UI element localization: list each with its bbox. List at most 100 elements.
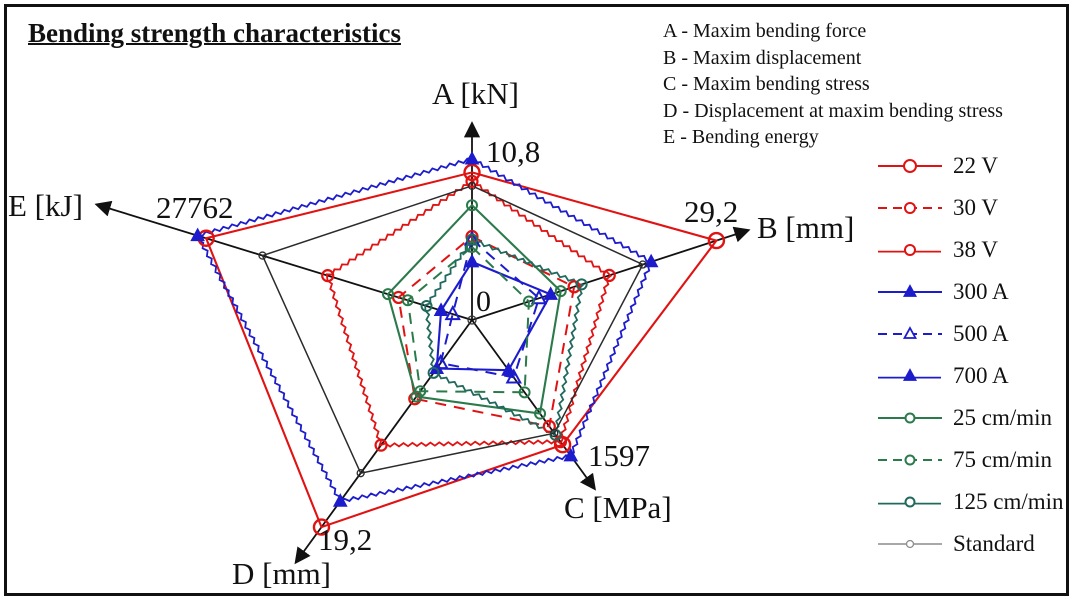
axis-line-e [94,200,473,321]
series-25-cm-min-marker [381,288,394,301]
parameter-line-b: B - Maxim displacement [663,46,862,69]
axis-label-a: A [kN] [432,76,519,111]
axis-max-b: 29,2 [684,194,739,229]
series-polygon-22-v [204,171,719,529]
axis-label-c: C [MPa] [564,490,672,525]
series-75-cm-min-marker [401,294,414,307]
legend-line-sample-standard [878,539,942,549]
series-standard-marker [356,469,365,478]
series-22-v-marker [463,163,481,182]
series-700-a-marker [190,227,205,242]
legend-label-22-v: 22 V [953,153,998,178]
series-polygon-75-cm-min [406,245,530,394]
series-22-v-marker [312,518,331,536]
legend-item-30-v: 30 V [876,187,998,229]
legend-item-22-v: 22 V [876,145,998,187]
series-25-cm-min-marker [466,199,478,212]
legend-line-sample-500-a [878,326,942,339]
parameter-legend: A - Maxim bending force B - Maxim displa… [663,18,1003,151]
legend-item-38-v: 38 V [876,229,998,271]
legend-label-standard: Standard [953,531,1035,556]
series-500-a-marker [505,368,522,384]
series-125-cm-min-marker [420,300,433,313]
legend-label-25-cm-min: 25 cm/min [953,405,1053,430]
series-30-v-marker [567,280,581,294]
legend-line-sample-25-cm-min [878,412,942,424]
legend-item-500-a: 500 A [876,313,1009,355]
legend-label-125-cm-min: 125 cm/min [953,489,1064,514]
legend-marker-22-v [903,159,917,173]
axis-max-d: 19,2 [318,522,373,557]
legend-label-38-v: 38 V [953,237,998,262]
series-125-cm-min-marker [575,278,588,291]
series-38-v-marker [374,438,388,452]
legend-line-sample-700-a [878,368,941,381]
chart-title: Bending strength characteristics [28,18,401,48]
series-polygon-25-cm-min [386,203,562,415]
legend-marker-standard [905,539,915,549]
legend-marker-25-cm-min [904,412,916,424]
parameter-line-d: D - Displacement at maxim bending stress [663,99,1003,122]
axis-max-a: 10,8 [486,134,541,169]
series-500-a-marker [530,289,548,305]
legend-line-sample-75-cm-min [878,454,942,466]
legend-line-sample-125-cm-min [878,496,941,508]
series-500-a-marker [444,304,461,321]
series-38-v-marker [602,268,616,282]
series-38-v-marker [321,269,335,283]
series-500-a-marker [432,354,449,370]
series-25-cm-min-marker [554,285,567,298]
legend-label-30-v: 30 V [953,195,998,220]
axis-label-e: E [kJ] [8,188,83,223]
series-22-v-marker [707,231,726,250]
legend-marker-700-a [902,368,918,381]
axis-label-b: B [mm] [757,210,855,245]
parameter-line-a: A - Maxim bending force [663,20,867,42]
series-polygon-300-a [435,260,553,372]
series-polygon-500-a [439,237,541,379]
axis-line-b [471,226,751,321]
series-polygon-30-v [397,235,576,428]
series-700-a-marker [563,447,579,462]
legend-label-500-a: 500 A [953,321,1009,346]
legend-item-300-a: 300 A [876,271,1009,313]
legend-marker-30-v [904,202,916,214]
chart-center-point [467,315,477,325]
origin-label: 0 [476,285,491,318]
legend-line-sample-38-v [878,244,941,256]
legend-line-sample-30-v [878,202,942,214]
legend-marker-500-a [902,326,918,339]
series-300-a-marker [433,302,449,316]
series-30-v-marker [542,419,556,433]
series-700-a-marker [643,253,659,268]
parameter-line-e: E - Bending energy [663,126,819,148]
series-125-cm-min-marker [427,366,440,379]
legend-label-75-cm-min: 75 cm/min [953,447,1053,472]
legend-marker-75-cm-min [904,454,916,466]
series-300-a-marker [543,286,559,300]
series-300-a-marker [464,253,480,268]
series-standard-marker [258,251,267,260]
legend-item-125-cm-min: 125 cm/min [876,481,1064,523]
parameter-line-c: C - Maxim bending stress [663,73,870,95]
series-75-cm-min-marker [522,295,535,308]
legend-line-sample-22-v [878,159,942,173]
series-standard-marker [550,429,559,438]
series-standard-marker [467,181,477,190]
legend-marker-300-a [902,284,918,297]
legend-marker-38-v [904,244,916,256]
legend-line-sample-300-a [878,284,942,297]
series-38-v-marker [465,174,479,188]
legend-item-standard: Standard [876,523,1035,565]
legend-item-25-cm-min: 25 cm/min [876,397,1052,439]
series-75-cm-min-marker [518,386,531,399]
axis-max-c: 1597 [588,438,650,473]
legend-label-700-a: 700 A [953,363,1009,388]
legend-item-75-cm-min: 75 cm/min [876,439,1052,481]
series-75-cm-min-marker [466,240,478,253]
series-polygon-standard [261,184,644,475]
series-125-cm-min-marker [466,233,478,246]
legend-label-300-a: 300 A [953,279,1009,304]
